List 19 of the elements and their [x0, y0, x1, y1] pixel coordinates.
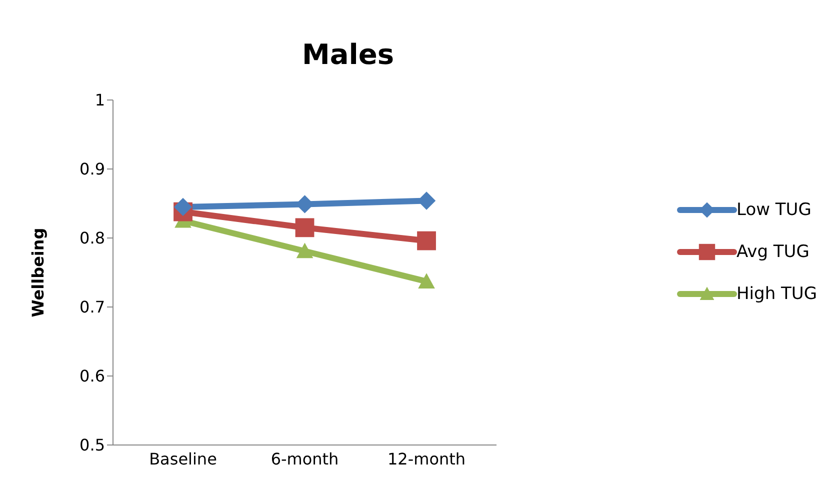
point — [174, 198, 192, 216]
legend-label: High TUG — [736, 284, 817, 304]
x-tick-label: 12-month — [387, 449, 466, 468]
y-tick-label: 0.7 — [80, 298, 105, 317]
chart-title: Males — [300, 38, 395, 71]
y-tick-label: 0.6 — [80, 366, 105, 386]
point — [295, 218, 314, 238]
point — [418, 273, 435, 288]
y-tick-label: 0.9 — [80, 160, 105, 179]
y-tick-label: 0.8 — [80, 228, 105, 248]
legend-label: Low TUG — [736, 200, 812, 220]
point — [417, 231, 436, 250]
x-tick-label: 6-month — [270, 449, 339, 468]
point — [296, 242, 314, 258]
y-tick-label: 1 — [94, 90, 105, 110]
y-tick-label: 0.5 — [80, 436, 105, 455]
x-tick-label: Baseline — [149, 449, 217, 468]
legend-label: Avg TUG — [736, 242, 810, 262]
y-axis-title: Wellbeing — [28, 228, 48, 318]
